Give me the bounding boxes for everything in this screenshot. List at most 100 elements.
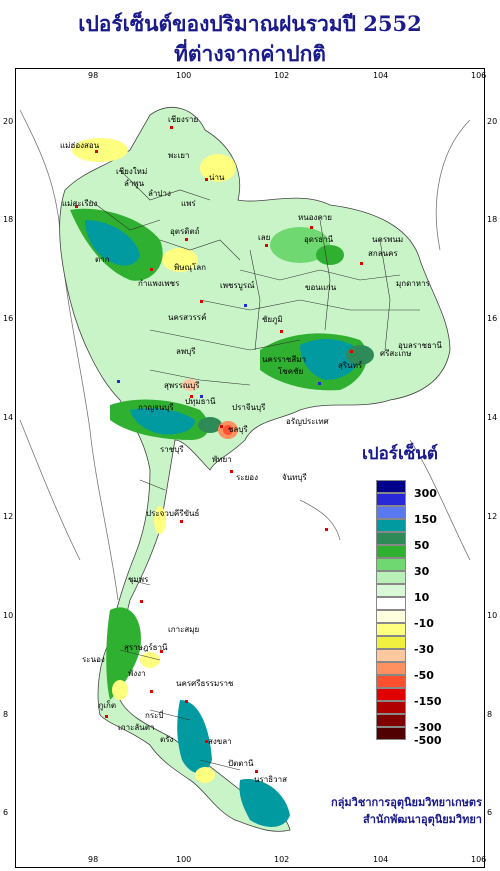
place-label: อรัญประเทศ xyxy=(286,417,329,426)
legend-swatch xyxy=(376,701,406,714)
place-label: ภูเก็ต xyxy=(98,700,116,711)
north-region xyxy=(59,106,451,832)
station-markers xyxy=(75,126,363,773)
lat-tick: 14 xyxy=(487,413,498,422)
province-borders xyxy=(89,169,420,771)
place-label: มุกดาหาร xyxy=(396,279,431,288)
anomaly-fields xyxy=(70,138,374,827)
legend-swatch xyxy=(376,714,406,727)
place-label: ระนอง xyxy=(82,655,105,664)
place-label: พัทยา xyxy=(212,455,232,464)
place-label: ราชบุรี xyxy=(160,445,184,454)
legend-label: -300 xyxy=(414,721,442,734)
legend-swatch xyxy=(376,610,406,623)
place-label: กาญจนบุรี xyxy=(138,403,174,412)
legend-label: 30 xyxy=(414,565,430,578)
legend-label: 50 xyxy=(414,539,430,552)
place-label: พะเยา xyxy=(168,151,189,160)
lat-tick: 6 xyxy=(3,808,9,817)
place-label: น่าน xyxy=(209,173,225,182)
lat-tick: 8 xyxy=(487,710,493,719)
neighbour-borders xyxy=(19,109,471,601)
place-label: อุบลราชธานี xyxy=(398,341,442,350)
place-label: เชียงใหม่ xyxy=(116,167,147,176)
place-label: แม่สะเรียง xyxy=(62,199,97,208)
place-label: พิษณุโลก xyxy=(174,262,206,272)
legend-swatch xyxy=(376,636,406,649)
lon-tick: 100 xyxy=(176,71,192,80)
place-label: ขอนแก่น xyxy=(305,283,337,292)
legend-swatch xyxy=(376,649,406,662)
place-label: แม่ฮ่องสอน xyxy=(60,141,100,150)
thailand-landmass xyxy=(59,106,451,832)
place-label: ศรีสะเกษ xyxy=(380,349,411,358)
legend-swatch xyxy=(376,662,406,675)
place-label: นราธิวาส xyxy=(254,775,287,784)
legend-swatch xyxy=(376,584,406,597)
place-label: เกาะสมุย xyxy=(168,625,199,634)
lat-tick: 12 xyxy=(3,512,14,521)
lon-tick: 104 xyxy=(373,855,389,864)
credit-line-1: กลุ่มวิชาการอุตุนิยมวิทยาเกษตร xyxy=(331,796,482,809)
place-label: เกาะลันตา xyxy=(118,723,154,732)
place-label: เชียงราย xyxy=(168,115,198,124)
place-label: ลพบุรี xyxy=(176,347,196,356)
map-title: เปอร์เซ็นต์ของปริมาณฝนรวมปี 2552 xyxy=(78,11,422,36)
legend-swatch xyxy=(376,532,406,545)
place-label: อุดรธานี xyxy=(304,235,334,244)
place-label: ปราจีนบุรี xyxy=(232,403,266,412)
lon-tick: 102 xyxy=(274,855,290,864)
legend-label: -10 xyxy=(414,617,434,630)
station-markers-blue xyxy=(117,304,321,398)
lat-tick: 10 xyxy=(487,611,498,620)
legend-label: 10 xyxy=(414,591,430,604)
place-label: ชลบุรี xyxy=(228,425,248,434)
legend-label: -500 xyxy=(414,734,442,747)
place-label: ตาก xyxy=(95,255,110,264)
lon-tick: 100 xyxy=(176,855,192,864)
place-label: พังงา xyxy=(128,669,146,678)
legend-swatch xyxy=(376,545,406,558)
legend-title: เปอร์เซ็นต์ xyxy=(362,444,438,464)
place-label: สุราษฎร์ธานี xyxy=(124,642,168,652)
lat-tick: 20 xyxy=(3,117,14,126)
place-label: โชคชัย xyxy=(278,366,303,376)
place-label: สกลนคร xyxy=(368,249,398,258)
legend-label: -50 xyxy=(414,669,434,682)
legend-swatch xyxy=(376,506,406,519)
legend-swatch xyxy=(376,519,406,532)
legend-label: -30 xyxy=(414,643,434,656)
lat-tick: 12 xyxy=(487,512,498,521)
legend-swatch xyxy=(376,493,406,506)
lon-tick: 102 xyxy=(274,71,290,80)
legend-swatch xyxy=(376,675,406,688)
credit-line-2: สำนักพัฒนาอุตุนิยมวิทยา xyxy=(363,813,482,826)
lat-tick: 8 xyxy=(3,710,9,719)
place-label: นครสวรรค์ xyxy=(168,312,206,322)
place-label: แพร่ xyxy=(181,199,196,208)
place-label: สุรินทร์ xyxy=(338,360,363,370)
place-label: สงขลา xyxy=(208,737,232,746)
place-label: ระยอง xyxy=(236,473,258,482)
lat-tick: 18 xyxy=(487,215,498,224)
lat-tick: 16 xyxy=(487,314,498,323)
lon-tick: 98 xyxy=(88,71,99,80)
lon-tick: 106 xyxy=(471,855,487,864)
place-label: กระบี่ xyxy=(145,709,164,720)
legend-swatch xyxy=(376,727,406,740)
legend-label: 300 xyxy=(414,487,437,500)
legend-swatch xyxy=(376,623,406,636)
legend-label: -150 xyxy=(414,695,442,708)
lon-tick: 98 xyxy=(88,855,99,864)
place-label: ตรัง xyxy=(160,735,173,744)
lon-tick: 104 xyxy=(373,71,389,80)
place-label: ประจวบคีรีขันธ์ xyxy=(146,508,200,518)
place-label: อุตรดิตถ์ xyxy=(170,226,200,236)
place-label: หนองคาย xyxy=(298,213,332,222)
place-label: นครราชสีมา xyxy=(262,355,306,364)
place-label: ลำปาง xyxy=(148,189,171,198)
map-subtitle: ที่ต่างจากค่าปกติ xyxy=(174,41,326,66)
place-label: ปัตตานี xyxy=(228,759,254,768)
lat-tick: 14 xyxy=(3,413,14,422)
